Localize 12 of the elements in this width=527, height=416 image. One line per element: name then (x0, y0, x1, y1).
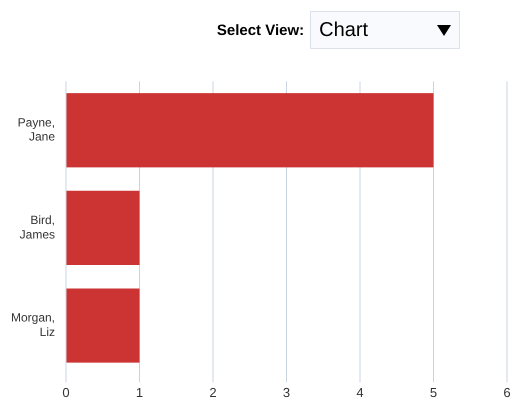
y-tick-label: Bird, James (20, 213, 56, 242)
text: Select View: (216, 22, 304, 38)
x-tick-label: 0 (62, 384, 70, 400)
dropdown-field: Chart (310, 11, 460, 49)
x-tick-label: 3 (282, 384, 290, 400)
y-tick-label: Morgan, Liz (10, 310, 56, 340)
x-tick-label: 1 (136, 384, 144, 400)
y-tick-label: Payne, Jane (18, 115, 56, 144)
x-tick-label: 5 (430, 384, 438, 400)
x-tick-label: 6 (503, 384, 511, 400)
x-tick-label: 2 (209, 384, 217, 400)
x-tick-label: 4 (356, 384, 364, 400)
